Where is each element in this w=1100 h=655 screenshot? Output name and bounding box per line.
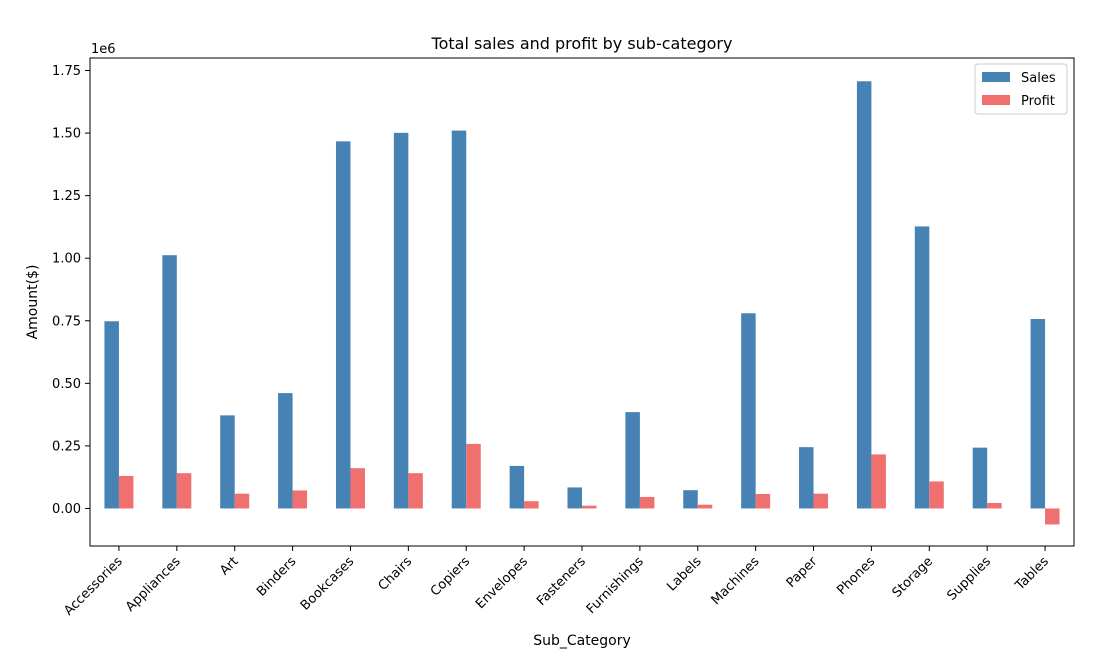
bar-profit-storage (929, 481, 944, 509)
bar-profit-accessories (118, 475, 134, 509)
bar-profit-fasteners (582, 505, 597, 509)
legend: Sales Profit (974, 63, 1068, 115)
bar-profit-appliances (176, 473, 192, 509)
x-axis-label: Sub_Category (533, 633, 631, 649)
bar-profit-paper (813, 493, 829, 509)
y-tick-label: 1.00 (52, 252, 81, 267)
y-tick-label: 1.75 (52, 64, 81, 79)
y-tick-label: 0.75 (52, 314, 81, 329)
bar-sales-machines (741, 313, 756, 509)
y-tick-label: 1.25 (52, 189, 81, 204)
bar-profit-labels (697, 504, 713, 509)
bar-sales-labels (683, 490, 698, 509)
bar-sales-envelopes (509, 465, 525, 509)
bar-profit-art (234, 493, 250, 509)
bar-profit-tables (1045, 508, 1060, 525)
bar-profit-machines (755, 493, 771, 509)
legend-label-sales: Sales (1021, 71, 1056, 86)
bar-sales-paper (799, 447, 814, 509)
bar-profit-furnishings (639, 496, 655, 509)
y-tick-label: 0.50 (52, 377, 81, 392)
legend-swatch-sales (982, 72, 1010, 82)
y-tick-label: 0.25 (52, 439, 81, 454)
y-offset-label: 1e6 (91, 42, 116, 57)
bar-profit-phones (871, 454, 886, 509)
bar-profit-bookcases (350, 468, 365, 509)
bar-sales-supplies (972, 447, 988, 509)
bar-profit-supplies (987, 502, 1002, 509)
x-tick-label: Labels (664, 554, 704, 594)
x-tick-label: Art (217, 554, 241, 578)
chart-title: Total sales and profit by sub-category (431, 34, 733, 53)
bar-sales-fasteners (567, 487, 582, 509)
bar-sales-tables (1030, 319, 1046, 509)
bar-sales-copiers (451, 130, 467, 509)
x-tick-label: Phones (834, 554, 878, 598)
x-tick-label: Supplies (945, 554, 995, 604)
bar-sales-art (220, 415, 235, 509)
x-tick-label: Paper (784, 554, 821, 591)
y-axis-label: Amount($) (25, 265, 41, 340)
bar-sales-bookcases (335, 141, 351, 509)
bar-profit-copiers (466, 443, 481, 509)
x-tick-label: Storage (890, 554, 937, 601)
y-tick-label: 0.00 (52, 502, 81, 517)
bar-profit-binders (292, 490, 308, 509)
x-tick-label: Bookcases (298, 554, 358, 614)
bar-sales-furnishings (625, 412, 640, 509)
bar-sales-chairs (393, 132, 409, 509)
bar-profit-envelopes (524, 501, 539, 509)
y-tick-label: 1.50 (52, 127, 81, 142)
bar-sales-accessories (104, 321, 119, 509)
x-tick-label: Appliances (123, 554, 184, 615)
bar-sales-storage (914, 226, 930, 509)
bar-sales-phones (856, 81, 872, 509)
legend-swatch-profit (982, 95, 1010, 105)
x-tick-label: Envelopes (473, 554, 531, 612)
x-tick-label: Tables (1012, 554, 1052, 594)
x-tick-label: Chairs (376, 554, 416, 594)
x-tick-label: Machines (709, 554, 763, 608)
x-tick-label: Accessories (61, 554, 126, 619)
bar-sales-binders (278, 393, 293, 509)
x-tick-label: Furnishings (584, 554, 647, 617)
x-tick-label: Copiers (428, 554, 473, 599)
x-tick-label: Binders (254, 554, 300, 600)
bar-profit-chairs (408, 473, 423, 509)
bar-sales-appliances (162, 255, 177, 509)
x-tick-label: Fasteners (534, 554, 589, 609)
legend-label-profit: Profit (1021, 94, 1055, 109)
